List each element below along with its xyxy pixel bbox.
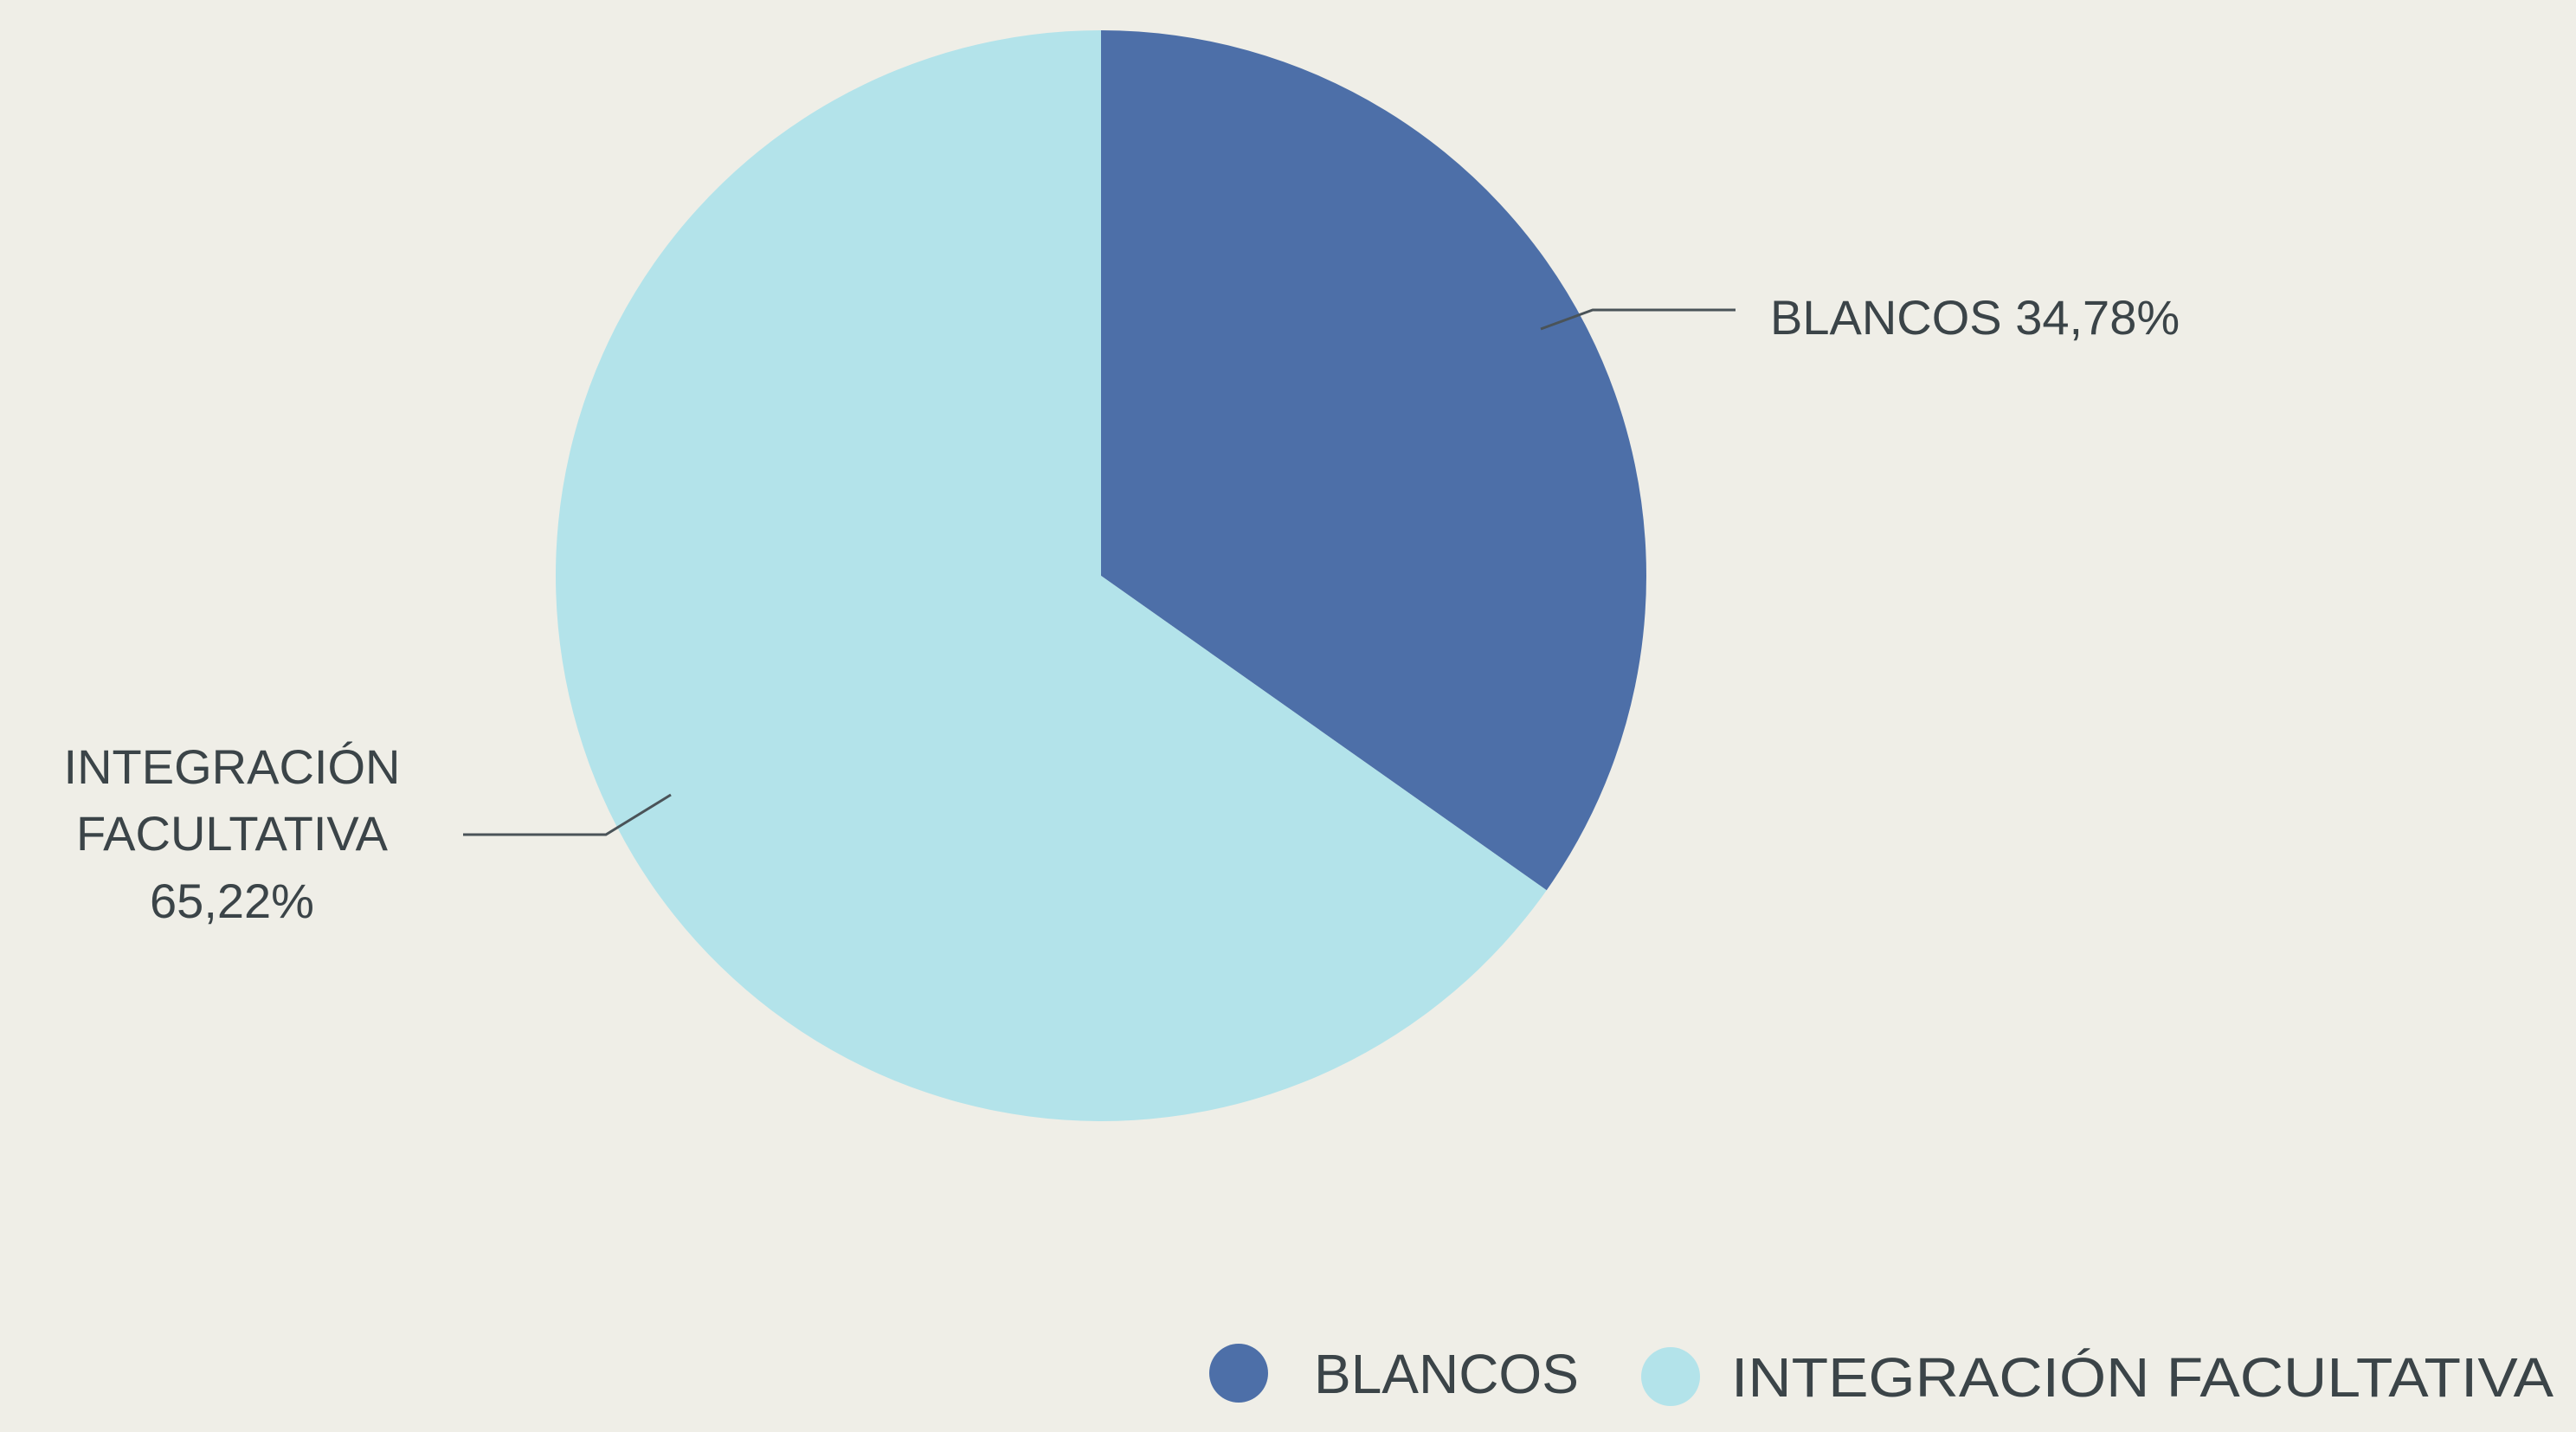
leader-line-integracion [463,793,672,836]
data-label-integracion-line1: INTEGRACIÓN [64,739,401,794]
data-label-integracion-line2: FACULTATIVA [76,806,389,861]
legend-label-integracion: INTEGRACIÓN FACULTATIVA [1731,1346,2553,1409]
pie-slice-blancos [1101,30,1647,891]
data-label-blancos: BLANCOS 34,78% [1770,290,2180,345]
legend: BLANCOS INTEGRACIÓN FACULTATIVA [1209,1343,2553,1409]
data-label-integracion-line3: 65,22% [150,874,314,928]
legend-swatch-blancos [1209,1344,1268,1403]
legend-label-blancos: BLANCOS [1314,1343,1579,1405]
legend-swatch-integracion [1641,1347,1700,1406]
pie-slice-integracion-facultativa [556,30,1547,1121]
pie-slices [556,30,1647,1121]
leader-line-blancos [1540,308,1736,331]
